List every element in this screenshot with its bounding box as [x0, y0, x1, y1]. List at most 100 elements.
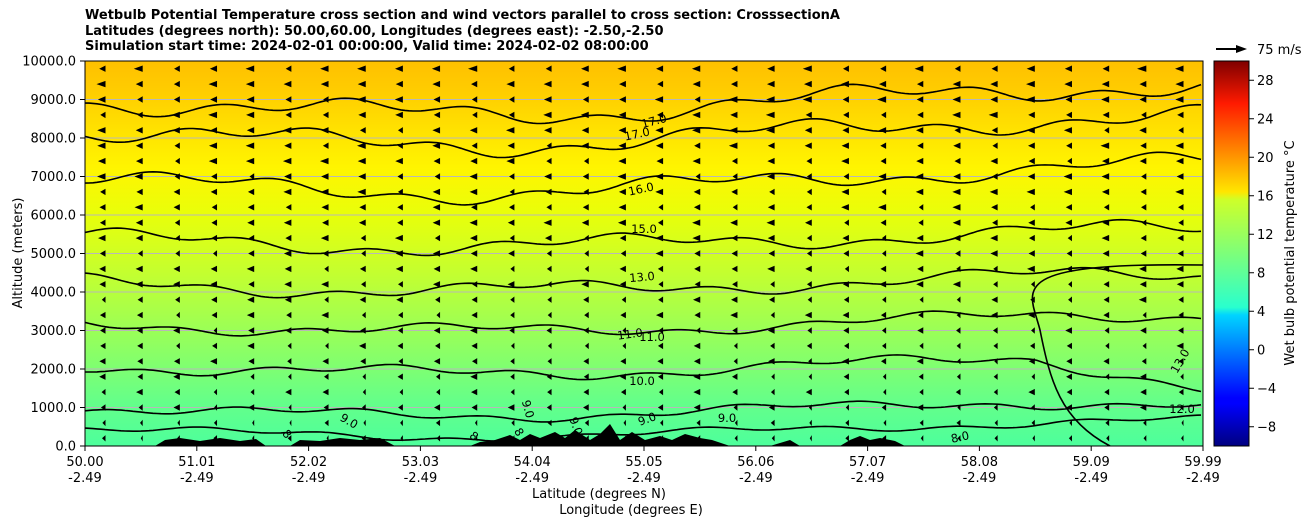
wind-arrow — [993, 388, 998, 396]
wind-arrow — [583, 96, 589, 103]
wind-arrow — [767, 204, 775, 211]
wind-arrow — [1141, 219, 1147, 226]
x-axis-label-lat: Latitude (degrees N) — [532, 487, 666, 502]
wind-arrow — [734, 435, 738, 442]
wind-arrow — [731, 80, 738, 88]
wind-arrow — [469, 188, 478, 196]
wind-arrow — [324, 265, 329, 273]
wind-arrow — [694, 281, 701, 288]
wind-arrow — [175, 157, 180, 165]
wind-arrow — [509, 96, 515, 103]
wind-arrow — [1139, 127, 1147, 134]
wind-arrow — [1178, 296, 1184, 303]
wind-arrow — [843, 373, 849, 380]
wind-arrow — [618, 127, 626, 134]
wind-arrow — [842, 234, 849, 242]
wind-arrow — [692, 219, 701, 226]
wind-arrow — [283, 250, 292, 257]
wind-arrow — [658, 281, 664, 288]
wind-arrow — [174, 65, 180, 72]
wind-arrow — [359, 296, 366, 303]
wind-arrow — [618, 157, 626, 165]
wind-arrow — [952, 188, 961, 196]
wind-arrow — [805, 265, 812, 273]
wind-arrow — [696, 327, 701, 334]
wind-arrow — [357, 188, 366, 196]
wind-arrow — [733, 404, 738, 411]
wind-arrow — [622, 342, 626, 350]
wind-arrow — [803, 80, 812, 88]
wind-arrow — [1028, 358, 1035, 365]
quiver-key-label: 75 m/s — [1257, 43, 1302, 58]
wind-arrow — [287, 358, 292, 365]
wind-arrow — [510, 265, 515, 273]
wind-arrow — [509, 173, 515, 180]
wind-arrow — [845, 435, 849, 442]
wind-arrow — [806, 342, 812, 350]
wind-arrow — [322, 219, 329, 226]
wind-arrow — [471, 204, 478, 211]
wind-arrow — [657, 219, 664, 226]
wind-arrow — [915, 127, 924, 134]
wind-arrow — [173, 281, 180, 288]
wind-arrow — [546, 142, 552, 149]
wind-arrow — [213, 419, 218, 427]
wind-arrow — [989, 188, 998, 196]
wind-arrow — [1139, 96, 1147, 103]
wind-arrow — [622, 327, 626, 334]
wind-arrow — [1178, 327, 1184, 334]
wind-arrow — [102, 419, 106, 427]
wind-arrow — [804, 311, 812, 319]
wind-arrow — [137, 373, 143, 380]
wind-arrow — [397, 373, 403, 380]
wind-arrow — [436, 435, 441, 442]
wind-arrow — [916, 358, 924, 365]
wind-arrow — [844, 219, 849, 226]
wind-arrow — [620, 358, 626, 365]
wind-arrow — [692, 111, 701, 119]
x-tick-lat: 59.99 — [1184, 455, 1221, 470]
wind-arrow — [1066, 250, 1072, 257]
wind-arrow — [546, 157, 552, 165]
wind-arrow — [993, 373, 998, 380]
colorbar-tick-label: 0 — [1257, 343, 1265, 358]
wind-arrow — [733, 358, 738, 365]
wind-arrow — [658, 388, 664, 396]
wind-arrow — [134, 173, 143, 180]
wind-arrow — [321, 281, 329, 288]
wind-arrow — [1178, 358, 1184, 365]
colorbar-tick-label: 24 — [1257, 112, 1274, 127]
wind-arrow — [1142, 342, 1147, 350]
wind-arrow — [1176, 265, 1184, 273]
y-tick-label: 8000.0 — [31, 132, 77, 147]
wind-arrow — [879, 127, 887, 134]
wind-arrow — [1066, 265, 1072, 273]
wind-arrow — [395, 157, 403, 165]
wind-arrow — [658, 373, 664, 380]
wind-arrow — [877, 96, 887, 103]
wind-arrow — [618, 142, 626, 149]
wind-arrow — [765, 111, 775, 119]
wind-arrow — [1025, 96, 1035, 103]
wind-arrow — [1065, 327, 1072, 334]
wind-arrow — [654, 173, 664, 180]
wind-arrow — [543, 80, 552, 88]
wind-arrow — [732, 204, 738, 211]
wind-arrow — [136, 311, 143, 319]
wind-arrow — [434, 404, 441, 411]
wind-arrow — [174, 142, 180, 149]
wind-arrow — [952, 281, 961, 288]
wind-arrow — [734, 419, 738, 427]
wind-arrow — [583, 404, 589, 411]
wind-arrow — [289, 419, 292, 427]
wind-arrow — [1031, 404, 1035, 411]
wind-arrow — [433, 327, 441, 334]
wind-arrow — [581, 142, 589, 149]
wind-arrow — [804, 127, 812, 134]
x-tick-lon: -2.49 — [180, 471, 214, 486]
wind-arrow — [506, 80, 515, 88]
wind-arrow — [732, 327, 738, 334]
wind-arrow — [806, 204, 812, 211]
wind-arrow — [283, 188, 292, 196]
wind-arrow — [844, 342, 849, 350]
